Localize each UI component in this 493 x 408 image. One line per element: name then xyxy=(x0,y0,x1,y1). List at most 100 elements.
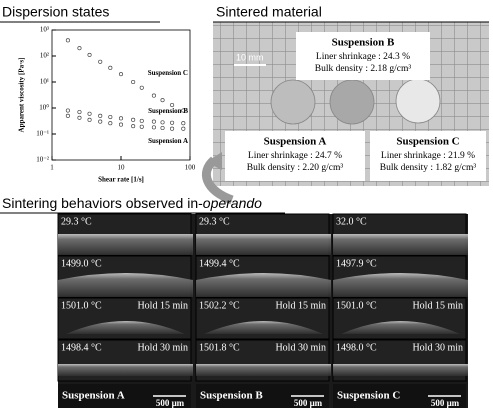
figure: Dispersion states 10⁻² 10⁻¹ 10⁰ 10¹ 10² 10³ 1 10… xyxy=(0,0,493,408)
sintered-disc xyxy=(330,80,374,124)
data-point xyxy=(182,127,185,130)
data-point xyxy=(131,80,134,83)
data-point xyxy=(78,110,81,113)
data-point xyxy=(109,66,112,69)
box-title: Suspension A xyxy=(264,136,327,148)
box-line: Liner shrinkage : 24.3 % xyxy=(316,52,410,62)
data-point xyxy=(152,94,155,97)
sample-profile xyxy=(333,234,468,255)
data-point xyxy=(140,125,143,128)
y-tick-label: 10¹ xyxy=(40,78,49,86)
sample-profile xyxy=(58,273,193,297)
suspension-label: Suspension C xyxy=(337,390,400,402)
data-point xyxy=(161,121,164,124)
data-point xyxy=(131,124,134,127)
temperature-label: 29.3 °C xyxy=(61,216,92,227)
temperature-label: 29.3 °C xyxy=(199,216,230,227)
box-title: Suspension C xyxy=(396,136,459,148)
sample-profile xyxy=(58,364,193,376)
data-point xyxy=(78,46,81,49)
temperature-label: 1498.0 °C xyxy=(336,342,377,353)
scale-label: 10 mm xyxy=(236,52,264,62)
sample-profile xyxy=(333,273,468,297)
data-point xyxy=(119,117,122,120)
hold-label: Hold 30 min xyxy=(412,342,463,353)
hold-label: Hold 30 min xyxy=(137,342,188,353)
data-point xyxy=(66,39,69,42)
y-tick-label: 10⁻¹ xyxy=(36,130,49,138)
series-label: Suspension C xyxy=(148,69,188,77)
data-point xyxy=(152,126,155,129)
heading-text: Sintering behaviors observed in- xyxy=(2,195,203,211)
data-point xyxy=(99,114,102,117)
data-point xyxy=(140,86,143,89)
data-point xyxy=(170,127,173,130)
section-heading: Sintering behaviors observed in-operando xyxy=(2,195,262,211)
sample-profile xyxy=(196,273,331,297)
suspension-label: Suspension B xyxy=(200,390,263,402)
temperature-label: 1497.9 °C xyxy=(336,258,377,269)
data-point xyxy=(66,114,69,117)
hold-label: Hold 15 min xyxy=(137,300,188,311)
sample-profile xyxy=(196,364,331,376)
section-heading: Sintered material xyxy=(216,4,322,20)
x-tick-label: 1 xyxy=(50,164,54,172)
box-line: Bulk density : 1.82 g/cm³ xyxy=(380,163,477,173)
scale-label: 500 μm xyxy=(156,398,185,408)
data-point xyxy=(131,118,134,121)
temperature-label: 1501.0 °C xyxy=(336,300,377,311)
scale-label: 500 μm xyxy=(431,398,460,408)
suspension-label: Suspension A xyxy=(62,390,125,402)
scale-label: 500 μm xyxy=(294,398,323,408)
box-line: Liner shrinkage : 24.7 % xyxy=(248,151,342,161)
box-title: Suspension B xyxy=(332,37,395,49)
data-point xyxy=(99,60,102,63)
temperature-label: 1499.0 °C xyxy=(61,258,102,269)
temperature-label: 1499.4 °C xyxy=(199,258,240,269)
y-axis-label: Apparent viscosity [Pa·s] xyxy=(18,58,26,133)
x-axis-label: Shear rate [1/s] xyxy=(98,176,144,184)
data-point xyxy=(66,109,69,112)
data-point xyxy=(161,98,164,101)
sample-profile xyxy=(333,364,468,376)
data-point xyxy=(109,122,112,125)
y-tick-label: 10² xyxy=(40,52,49,60)
y-tick-label: 10³ xyxy=(40,26,49,34)
sintered-disc xyxy=(396,79,440,123)
sample-profile xyxy=(196,234,331,255)
temperature-label: 1502.2 °C xyxy=(199,300,240,311)
x-tick-label: 10 xyxy=(118,164,126,172)
temperature-label: 1498.4 °C xyxy=(61,342,102,353)
data-point xyxy=(182,122,185,125)
data-point xyxy=(88,53,91,56)
data-point xyxy=(88,118,91,121)
series-label: Suspension B xyxy=(148,107,188,115)
hold-label: Hold 15 min xyxy=(412,300,463,311)
box-line: Liner shrinkage : 21.9 % xyxy=(381,151,475,161)
y-tick-label: 10⁰ xyxy=(39,104,49,112)
x-tick-label: 100 xyxy=(185,164,196,172)
section-heading: Dispersion states xyxy=(2,4,109,20)
data-point xyxy=(161,126,164,129)
data-point xyxy=(119,72,122,75)
box-line: Bulk density : 2.20 g/cm³ xyxy=(247,163,344,173)
sintered-disc xyxy=(271,80,315,124)
data-point xyxy=(99,120,102,123)
hold-label: Hold 30 min xyxy=(275,342,326,353)
data-point xyxy=(78,116,81,119)
data-point xyxy=(109,115,112,118)
heading-italic: operando xyxy=(203,195,262,211)
series-label: Suspension A xyxy=(148,137,188,145)
temperature-label: 32.0 °C xyxy=(336,216,367,227)
data-point xyxy=(119,123,122,126)
data-point xyxy=(140,119,143,122)
data-point xyxy=(152,120,155,123)
temperature-label: 1501.8 °C xyxy=(199,342,240,353)
sample-profile xyxy=(58,234,193,255)
hold-label: Hold 15 min xyxy=(275,300,326,311)
y-tick-label: 10⁻² xyxy=(36,156,49,164)
data-point xyxy=(88,112,91,115)
temperature-label: 1501.0 °C xyxy=(61,300,102,311)
box-line: Bulk density : 2.18 g/cm³ xyxy=(315,64,412,74)
data-point xyxy=(170,121,173,124)
